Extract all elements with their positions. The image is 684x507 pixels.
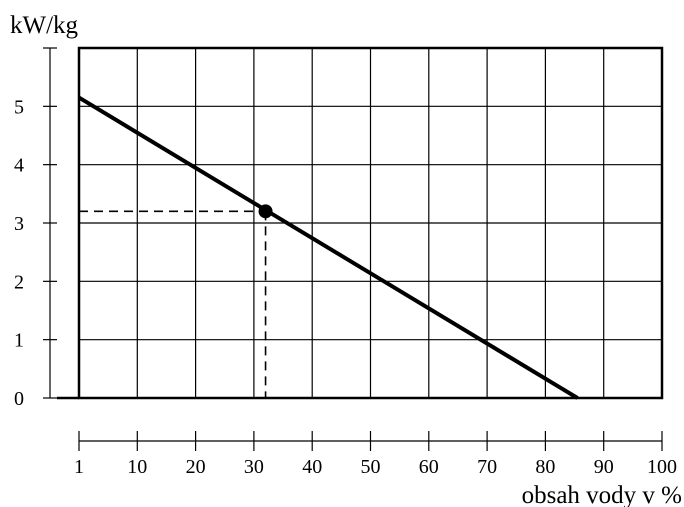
y-tick-label: 3 xyxy=(14,213,24,235)
x-tick-label: 20 xyxy=(186,456,206,478)
guide-lines xyxy=(79,210,267,398)
plot-frame xyxy=(77,46,664,400)
series-line xyxy=(77,95,579,400)
series-layer xyxy=(77,95,579,400)
x-tick-label: 30 xyxy=(244,456,264,478)
x-tick-label: 90 xyxy=(594,456,614,478)
y-tick-label: 5 xyxy=(14,96,24,118)
grid xyxy=(79,48,662,398)
y-axis: 0 1 2 3 4 5 xyxy=(14,47,79,410)
x-axis-title: obsah vody v % xyxy=(522,482,682,507)
y-tick-label: 1 xyxy=(14,330,24,352)
x-axis: 1 10 20 30 40 50 60 70 80 90 100 xyxy=(74,431,677,478)
x-tick-label: 1 xyxy=(74,456,84,478)
x-tick-label: 10 xyxy=(127,456,147,478)
y-tick-label: 4 xyxy=(14,155,24,177)
highlight-point xyxy=(258,204,273,219)
x-tick-label: 50 xyxy=(361,456,381,478)
x-tick-label: 40 xyxy=(302,456,322,478)
x-tick-label: 60 xyxy=(419,456,439,478)
x-tick-label: 100 xyxy=(647,456,677,478)
y-tick-label: 2 xyxy=(14,271,24,293)
y-tick-label: 0 xyxy=(14,388,24,410)
x-tick-label: 80 xyxy=(535,456,555,478)
x-tick-label: 70 xyxy=(477,456,497,478)
y-axis-title: kW/kg xyxy=(10,12,79,39)
